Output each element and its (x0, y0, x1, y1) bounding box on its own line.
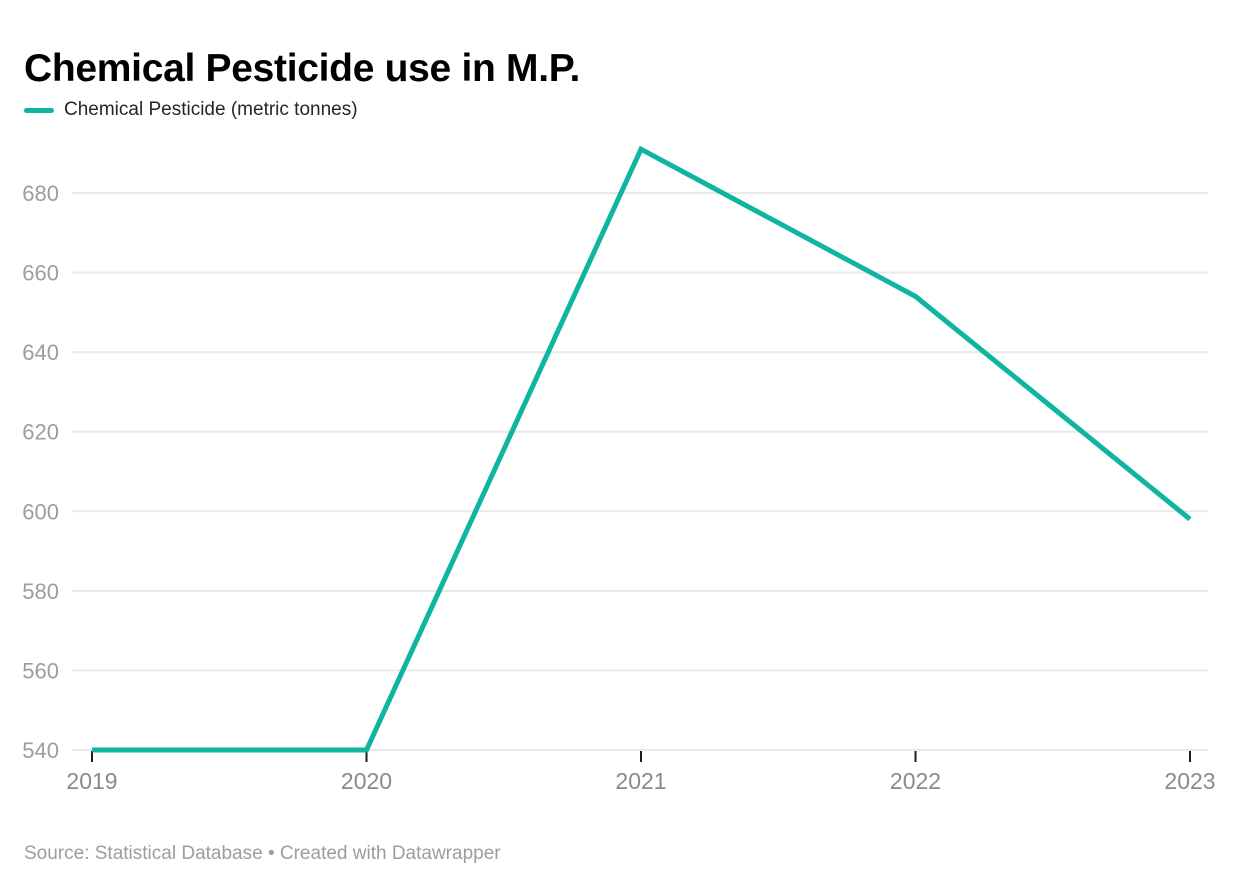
x-tick-label: 2021 (615, 768, 666, 794)
legend: Chemical Pesticide (metric tonnes) (24, 99, 358, 121)
x-tick-label: 2019 (66, 768, 117, 794)
legend-label: Chemical Pesticide (metric tonnes) (64, 99, 358, 120)
y-tick-label: 600 (22, 499, 59, 524)
x-tick-label: 2023 (1164, 768, 1215, 794)
legend-line-swatch (24, 107, 54, 113)
y-tick-label: 640 (22, 340, 59, 365)
y-tick-label: 620 (22, 420, 59, 445)
y-tick-label: 560 (22, 658, 59, 683)
y-tick-label: 680 (22, 181, 59, 206)
data-line (92, 145, 1192, 753)
chart-title: Chemical Pesticide use in M.P. (24, 47, 581, 91)
y-tick-label: 660 (22, 261, 59, 286)
y-tick-label: 580 (22, 579, 59, 604)
source-attribution: Source: Statistical Database • Created w… (24, 843, 501, 864)
y-tick-label: 540 (22, 738, 59, 763)
x-tick-label: 2022 (890, 768, 941, 794)
x-tick-label: 2020 (341, 768, 392, 794)
